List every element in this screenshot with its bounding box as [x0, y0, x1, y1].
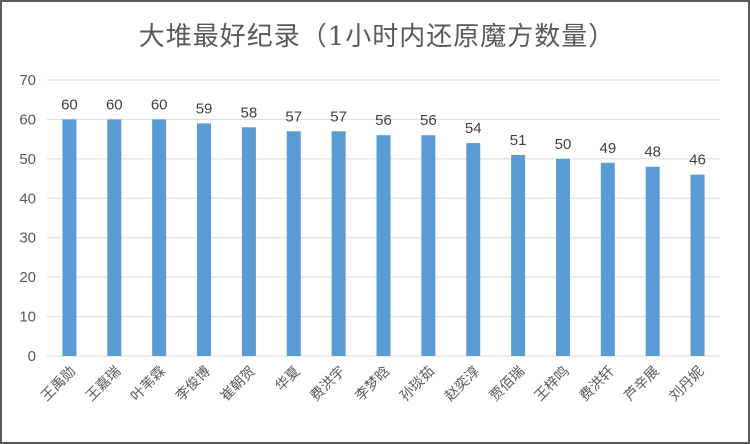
y-tick-label: 30 [19, 230, 36, 247]
bar [197, 123, 212, 356]
x-tick-label: 王梓鸣 [531, 363, 573, 405]
y-tick-label: 50 [19, 151, 36, 168]
bar [241, 127, 256, 356]
data-label: 60 [61, 96, 78, 113]
x-tick-label: 叶苇霖 [128, 364, 169, 405]
bar [421, 135, 436, 356]
y-tick-label: 10 [19, 309, 36, 326]
bar [286, 131, 301, 356]
x-tick-label: 芦辛展 [622, 364, 663, 405]
bars [62, 119, 705, 356]
x-tick-label: 赵奕淳 [441, 363, 483, 405]
bar [152, 119, 167, 356]
x-tick-label: 崔朝贺 [218, 364, 259, 405]
y-axis: 0 10 20 30 40 50 60 70 [19, 72, 36, 365]
bar [600, 162, 615, 356]
data-label: 51 [510, 132, 527, 149]
data-label: 60 [106, 96, 123, 113]
bar [331, 131, 346, 356]
bar [690, 174, 705, 356]
x-tick-label: 刘丹妮 [666, 364, 707, 405]
data-label: 60 [151, 96, 168, 113]
x-tick-label: 费洪宇 [307, 364, 348, 405]
data-label: 46 [689, 152, 706, 169]
bar [645, 166, 660, 356]
data-label: 57 [285, 108, 302, 125]
chart-title: 大堆最好纪录（1小时内还原魔方数量） [138, 22, 616, 52]
x-tick-label: 孙琰茹 [396, 363, 438, 405]
data-label: 56 [375, 112, 392, 129]
x-tick-label: 费洪轩 [577, 364, 618, 405]
data-label: 54 [465, 120, 482, 137]
x-tick-label: 王嘉瑞 [83, 364, 124, 405]
data-label: 50 [555, 136, 572, 153]
bar [107, 119, 122, 356]
data-label: 57 [330, 108, 347, 125]
x-axis-labels: 王禹勋 王嘉瑞 叶苇霖 李俊博 崔朝贺 华夏 费洪宇 李梦晗 孙琰茹 赵奕淳 贾佰瑞 王梓鸣 费洪轩 芦辛… [38, 363, 707, 405]
x-tick-label: 华夏 [272, 364, 303, 395]
x-tick-label: 王禹勋 [38, 364, 79, 405]
data-label: 56 [420, 112, 437, 129]
x-tick-label: 李俊博 [172, 363, 214, 405]
data-label: 49 [599, 140, 616, 157]
x-tick-label: 李梦晗 [352, 363, 394, 405]
y-tick-label: 60 [19, 111, 36, 128]
x-tick-label: 贾佰瑞 [487, 364, 528, 405]
data-label: 48 [644, 144, 661, 161]
bar [466, 143, 481, 356]
bar [511, 154, 526, 356]
y-tick-label: 20 [19, 269, 36, 286]
bar [62, 119, 77, 356]
data-labels: 60 60 60 59 58 57 57 56 56 54 51 50 49 48 46 [61, 96, 706, 168]
bar [376, 135, 391, 356]
data-label: 58 [241, 104, 258, 121]
y-tick-label: 40 [19, 190, 36, 207]
y-tick-label: 70 [19, 72, 36, 89]
bar [555, 158, 570, 356]
data-label: 59 [196, 100, 213, 117]
y-tick-label: 0 [28, 348, 36, 365]
